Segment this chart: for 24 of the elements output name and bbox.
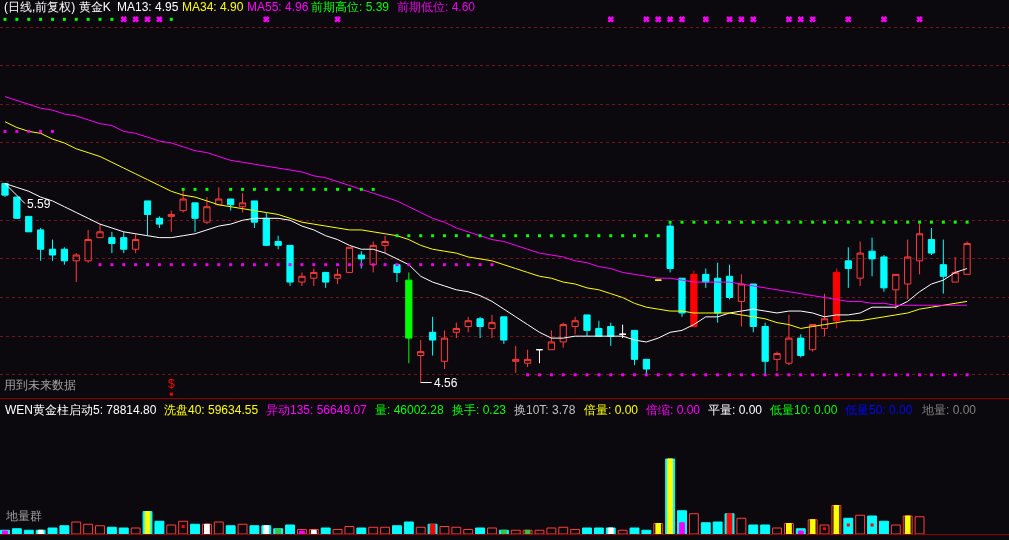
text: 低量10: 0.00 bbox=[770, 403, 838, 417]
text: 量: 46002.28 bbox=[375, 403, 445, 417]
text: MA55: 4.96 bbox=[247, 0, 309, 14]
data-label: $ bbox=[167, 377, 175, 392]
text: 5.59 bbox=[27, 197, 51, 211]
chart-title: WEN黄金柱 bbox=[5, 403, 69, 417]
text: 倍量: 0.00 bbox=[584, 403, 639, 417]
text: 地量: 0.00 bbox=[921, 403, 977, 417]
text: 前期低位: 4.60 bbox=[397, 0, 476, 14]
text: 换10T: 3.78 bbox=[514, 403, 576, 417]
chart-title: (日线,前复权) 黄金K bbox=[4, 0, 111, 14]
annotation: 用到未来数据 bbox=[4, 378, 76, 392]
text: 洗盘40: 59634.55 bbox=[164, 403, 259, 417]
annotation: 地量群 bbox=[5, 509, 42, 523]
text: 4.56 bbox=[434, 376, 458, 390]
text: 换手: 0.23 bbox=[452, 403, 507, 417]
text: 平量: 0.00 bbox=[708, 403, 763, 417]
text: 前期高位: 5.39 bbox=[311, 0, 390, 14]
text: 倍缩: 0.00 bbox=[646, 403, 701, 417]
text: 低量50: 0.00 bbox=[845, 403, 913, 417]
text: MA34: 4.90 bbox=[182, 0, 244, 14]
text: MA13: 4.95 bbox=[117, 0, 179, 14]
text: 启动5: 78814.80 bbox=[69, 403, 157, 417]
text: 异动135: 56649.07 bbox=[266, 403, 368, 417]
